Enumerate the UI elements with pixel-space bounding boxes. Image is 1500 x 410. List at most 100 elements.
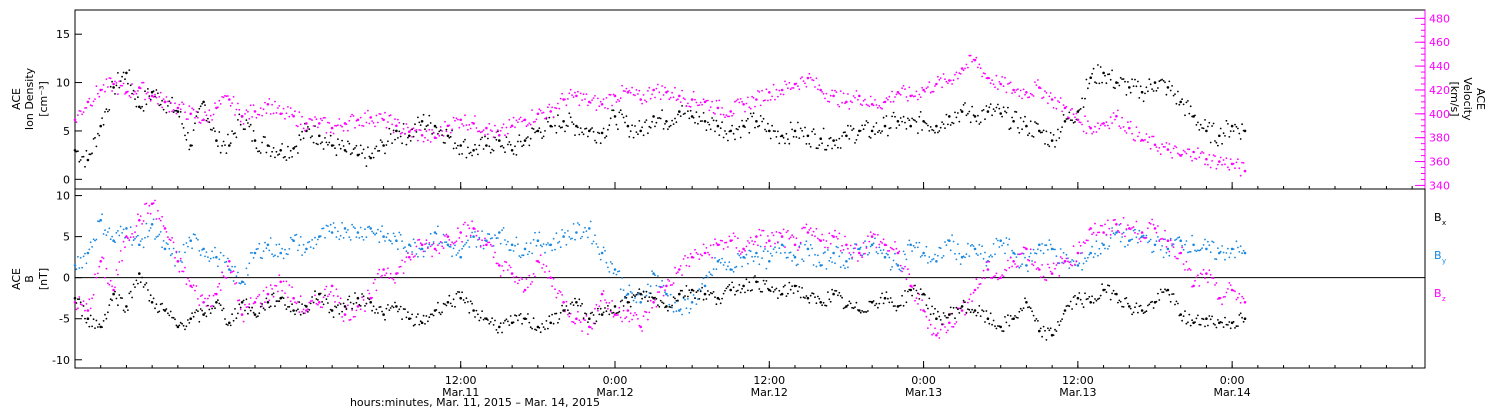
density-point	[652, 115, 655, 118]
bx-dot	[198, 320, 201, 323]
bz-dot	[862, 242, 865, 244]
bx-dot	[432, 314, 435, 317]
bz-point	[1012, 260, 1015, 263]
x-tick-date: Mar.12	[751, 386, 788, 399]
by-dot	[585, 230, 588, 233]
density-point	[125, 71, 128, 75]
top-left-tick-label: 0	[63, 173, 70, 186]
velocity-dot	[942, 73, 945, 75]
bx-dot	[389, 307, 392, 309]
by-dot	[962, 255, 965, 258]
bx-dot	[1047, 327, 1049, 330]
by-dot	[429, 232, 432, 235]
density-dot	[442, 141, 445, 144]
velocity-dot	[574, 91, 576, 94]
bx-dot	[809, 294, 812, 297]
by-dot	[769, 252, 772, 255]
by-dot	[322, 227, 325, 230]
bx-dot	[1151, 300, 1153, 303]
velocity-dot	[1125, 132, 1128, 134]
by-dot	[544, 251, 546, 254]
bz-dot	[571, 320, 573, 323]
density-dot	[94, 136, 96, 139]
velocity-dot	[461, 123, 463, 125]
bz-dot	[504, 260, 506, 263]
density-dot	[419, 124, 422, 126]
density-dot	[1018, 131, 1021, 134]
bx-dot	[291, 303, 293, 306]
bx-dot	[567, 309, 569, 312]
by-dot	[637, 293, 639, 296]
velocity-dot	[1194, 157, 1196, 160]
velocity-dot	[1134, 139, 1136, 142]
bz-dot	[377, 272, 379, 275]
density-dot	[977, 114, 979, 117]
bx-point	[549, 321, 552, 325]
bx-dot	[824, 304, 826, 307]
density-dot	[749, 112, 752, 115]
x-tick-time: 12:00	[753, 374, 785, 387]
density-dot	[1057, 128, 1059, 131]
bz-dot	[242, 320, 245, 323]
density-dot	[465, 156, 468, 159]
velocity-dot	[319, 117, 322, 120]
bz-dot	[552, 277, 555, 280]
velocity-point	[639, 98, 642, 101]
density-dot	[375, 145, 378, 148]
bz-dot	[634, 312, 636, 314]
bz-dot	[327, 295, 329, 298]
velocity-point	[176, 106, 180, 110]
velocity-dot	[637, 93, 639, 95]
bx-dot	[261, 303, 263, 305]
velocity-dot	[821, 91, 823, 93]
bx-dot	[1124, 297, 1126, 300]
density-point	[909, 124, 912, 128]
bz-dot	[868, 240, 871, 243]
bx-dot	[1191, 319, 1193, 322]
density-dot	[122, 71, 125, 74]
velocity-dot	[84, 107, 86, 109]
density-point	[793, 129, 797, 133]
velocity-dot	[1034, 81, 1036, 83]
density-dot	[634, 125, 636, 127]
bz-dot	[298, 311, 301, 313]
bx-dot	[208, 308, 211, 311]
bz-dot	[389, 272, 392, 275]
velocity-dot	[321, 119, 323, 122]
bx-dot	[534, 328, 536, 331]
velocity-dot	[1144, 138, 1146, 141]
density-dot	[501, 145, 503, 147]
bx-dot	[828, 298, 831, 301]
velocity-dot	[494, 124, 496, 127]
bx-dot	[422, 314, 425, 317]
density-point	[665, 120, 668, 123]
velocity-dot	[167, 100, 169, 103]
bz-dot	[658, 291, 661, 293]
by-dot	[838, 255, 841, 258]
velocity-point	[292, 114, 295, 118]
velocity-dot	[149, 100, 152, 102]
density-dot	[618, 111, 621, 114]
bz-dot	[139, 215, 142, 218]
velocity-dot	[501, 126, 503, 129]
bx-dot	[838, 291, 841, 294]
density-dot	[754, 126, 756, 129]
bx-dot	[1095, 299, 1098, 302]
density-dot	[1187, 100, 1189, 102]
density-dot	[645, 119, 648, 121]
velocity-dot	[94, 98, 96, 100]
by-dot	[101, 213, 103, 216]
density-dot	[668, 125, 671, 128]
bx-dot	[574, 297, 576, 300]
bz-dot	[621, 320, 623, 323]
by-dot	[854, 243, 856, 245]
density-dot	[444, 142, 446, 144]
by-dot	[147, 235, 149, 238]
bx-dot	[401, 318, 403, 321]
x-tick-date: Mar.14	[1214, 386, 1251, 399]
bx-dot	[865, 311, 868, 313]
bx-dot	[325, 298, 328, 301]
by-dot	[718, 258, 721, 261]
by-dot	[1197, 249, 1199, 252]
density-dot	[1015, 111, 1018, 113]
